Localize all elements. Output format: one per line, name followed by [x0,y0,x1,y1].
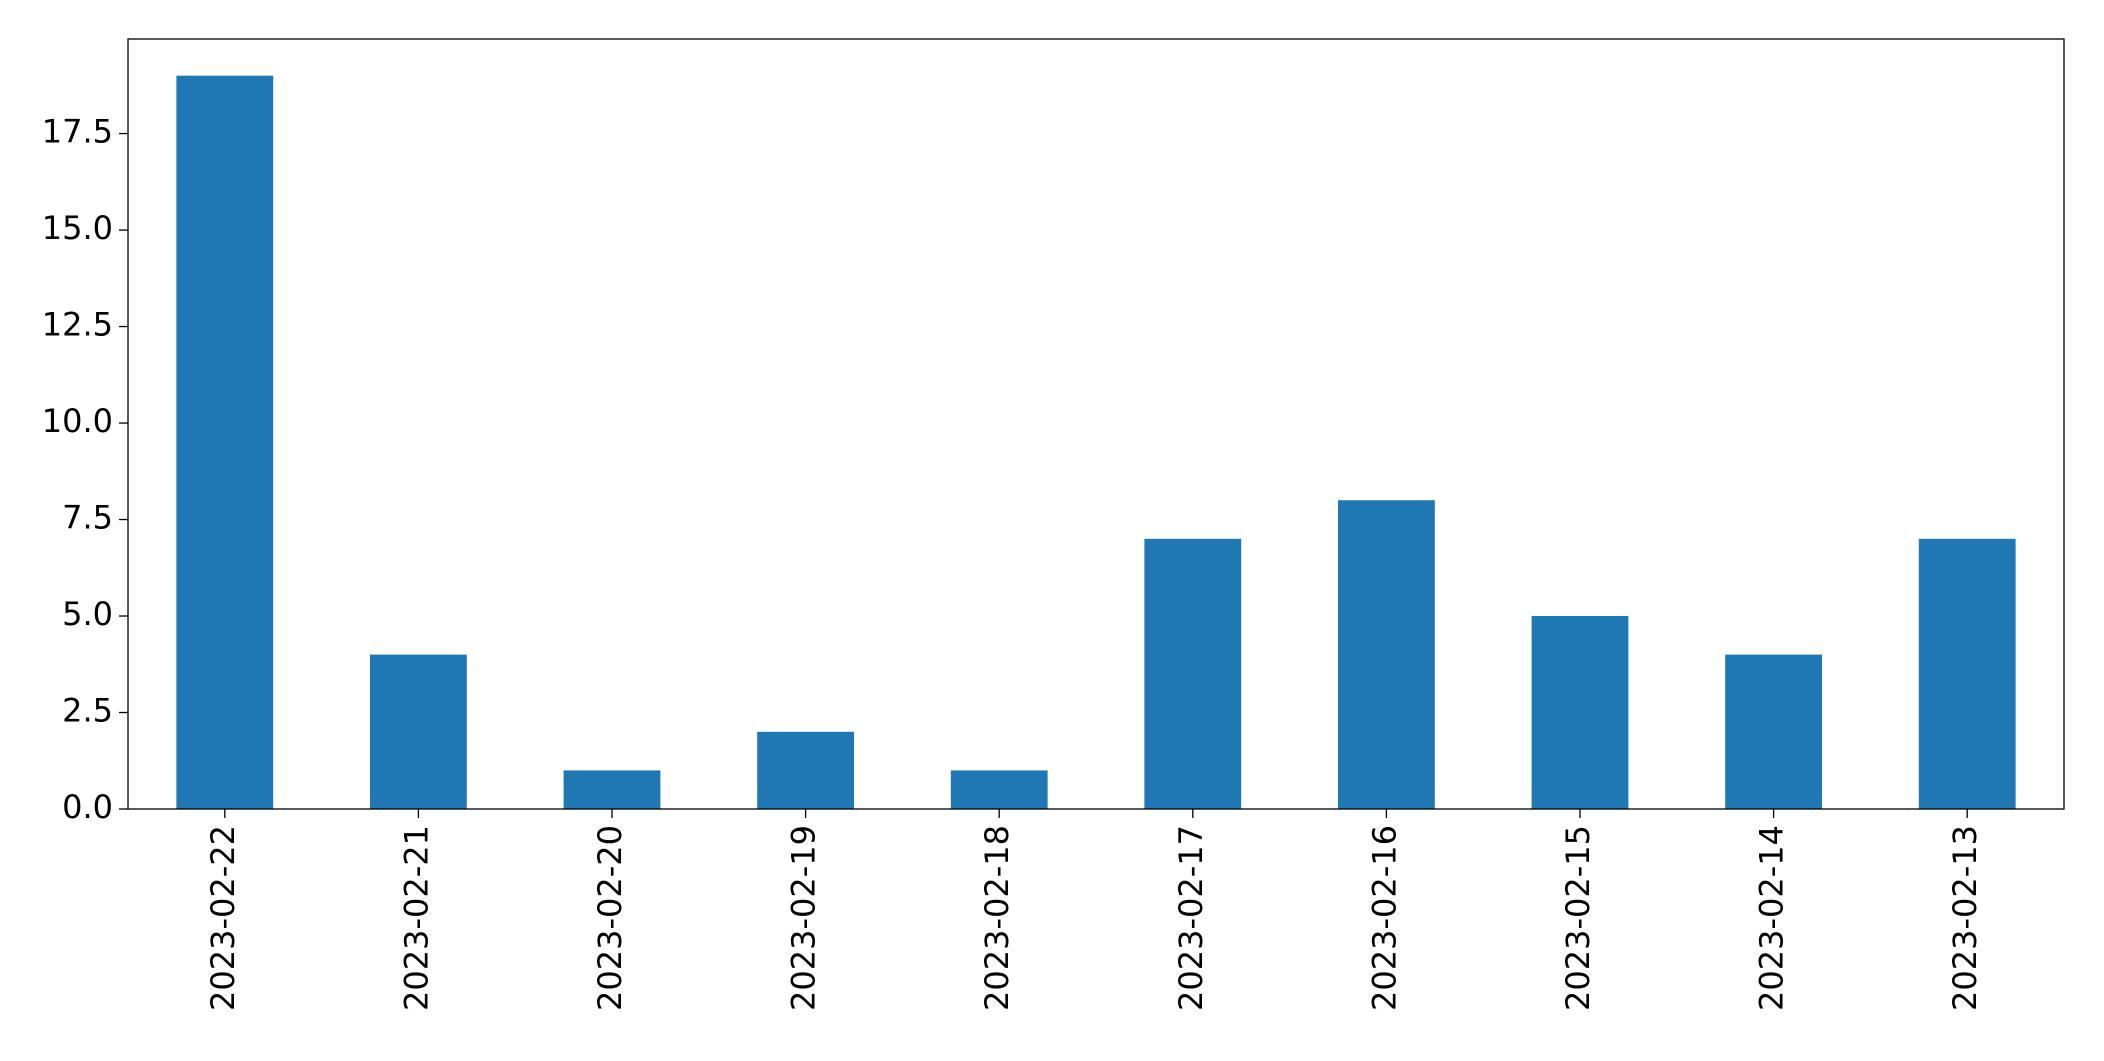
y-tick-label: 0.0 [62,788,113,826]
x-tick-label: 2023-02-20 [591,825,629,1011]
bar [1531,616,1629,809]
x-tick-label: 2023-02-15 [1559,825,1597,1011]
x-tick-label: 2023-02-16 [1365,825,1403,1011]
x-tick-label: 2023-02-22 [204,825,242,1011]
bar [1725,654,1822,809]
bar [757,731,854,809]
y-tick-label: 17.5 [42,113,113,151]
x-tick-label: 2023-02-17 [1172,825,1210,1011]
x-tick-label: 2023-02-14 [1753,825,1791,1011]
y-tick-label: 15.0 [42,209,113,247]
y-tick-label: 5.0 [62,595,113,633]
bar [1338,500,1435,809]
bar [1918,538,2016,809]
y-tick-label: 12.5 [42,306,113,344]
x-tick-label: 2023-02-13 [1946,825,1984,1011]
x-tick-label: 2023-02-19 [785,825,823,1011]
plot-frame [127,38,2065,810]
x-tick-label: 2023-02-21 [397,825,435,1011]
bar [176,75,274,809]
bar [370,654,467,809]
x-tick-label: 2023-02-18 [978,825,1016,1011]
y-tick-label: 10.0 [42,402,113,440]
y-tick-label: 7.5 [62,499,113,537]
bar [563,770,661,809]
bar [1144,538,1242,809]
y-tick-label: 2.5 [62,692,113,730]
bar [950,770,1048,809]
